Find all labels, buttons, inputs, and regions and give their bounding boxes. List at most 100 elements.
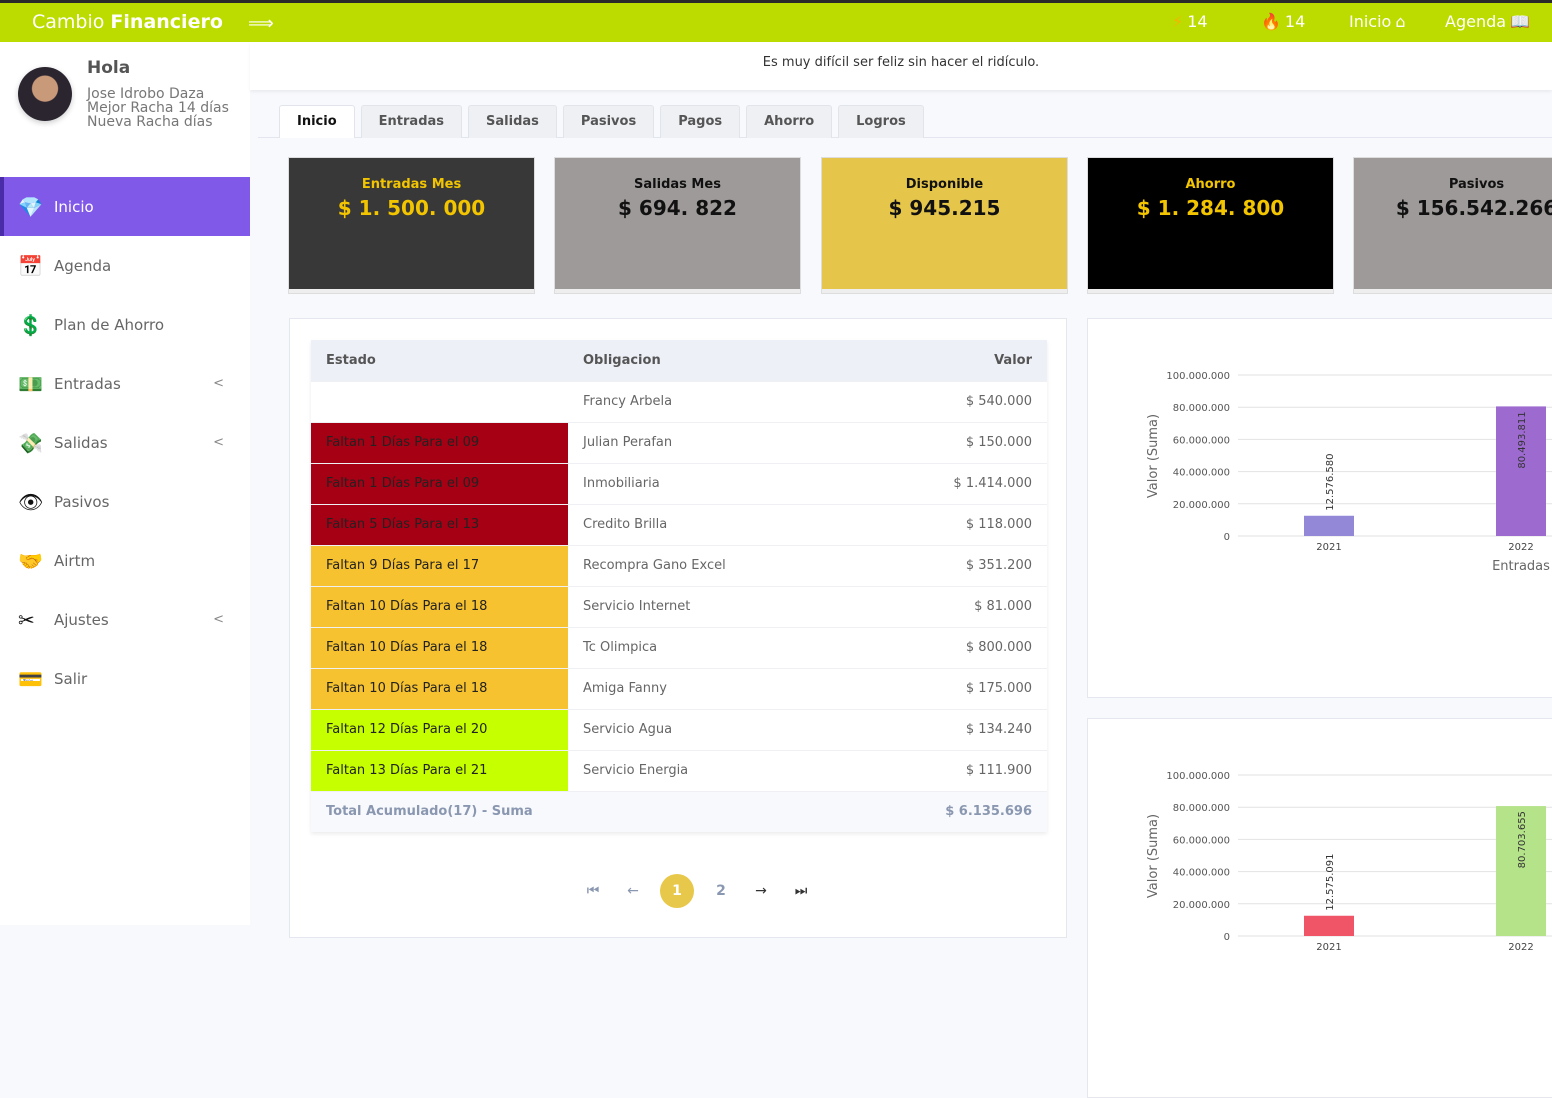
- y-tick-label: 20.000.000: [1173, 500, 1230, 511]
- y-tick-label: 60.000.000: [1173, 835, 1230, 846]
- table-row: Faltan 1 Días Para el 09 Julian Perafan $ …: [311, 421, 1047, 463]
- obligacion-cell: Servicio Agua: [568, 708, 844, 750]
- last-page-icon[interactable]: ⏭: [794, 883, 808, 899]
- lightning-icon: ⚡: [1172, 12, 1184, 31]
- x-tick-label: 2022: [1508, 942, 1533, 953]
- top-navbar: Cambio Financiero ⟹ ⚡ 14 🔥 14 Inicio ⌂ Agen…: [0, 0, 1552, 42]
- summary-card-salidas-mes: Salidas Mes $ 694. 822: [555, 158, 800, 293]
- sidebar-item-plan-de-ahorro[interactable]: 💲 Plan de Ahorro: [0, 295, 250, 354]
- tab-pagos[interactable]: Pagos: [660, 105, 741, 138]
- sidebar-item-salir[interactable]: 💳 Salir: [0, 649, 250, 708]
- greeting: Hola: [87, 58, 131, 78]
- brand-bold: Financiero: [110, 11, 223, 33]
- data-label: 12.576.580: [1325, 453, 1336, 510]
- page-2-button[interactable]: 2: [716, 883, 726, 899]
- bar-2022: [1496, 406, 1546, 536]
- estado-cell: Faltan 10 Días Para el 18: [311, 626, 568, 668]
- prev-page-icon[interactable]: ←: [627, 883, 639, 899]
- sidebar-item-pasivos[interactable]: 👁 Pasivos: [0, 472, 250, 531]
- y-tick-label: 40.000.000: [1173, 868, 1230, 879]
- sidebar-item-label: Salir: [54, 669, 88, 688]
- total-row: Total Acumulado(17) - Suma $ 6.135.696: [311, 790, 1047, 832]
- table-row: Faltan 10 Días Para el 18 Servicio Intern…: [311, 585, 1047, 627]
- y-tick-label: 0: [1224, 932, 1230, 943]
- chevron-left-icon[interactable]: <: [213, 376, 224, 391]
- nav-agenda[interactable]: Agenda 📖: [1445, 12, 1530, 31]
- tab-bar: Inicio Entradas Salidas Pasivos Pagos Ahorro L…: [258, 105, 1552, 138]
- chevron-left-icon[interactable]: <: [213, 435, 224, 450]
- estado-cell: Faltan 10 Días Para el 18: [311, 667, 568, 709]
- summary-card-pasivos: Pasivos $ 156.542.266: [1354, 158, 1552, 293]
- y-axis-label: Valor (Suma): [1146, 814, 1161, 898]
- user-info: Jose Idrobo Daza Mejor Racha 14 días Nue…: [87, 87, 229, 129]
- valor-cell: $ 1.414.000: [843, 462, 1047, 504]
- table-row: Faltan 1 Días Para el 09 Inmobiliaria $ 1.…: [311, 462, 1047, 504]
- summary-card-entradas-mes: Entradas Mes $ 1. 500. 000: [289, 158, 534, 293]
- estado-cell: Faltan 1 Días Para el 09: [311, 462, 568, 504]
- best-streak: Mejor Racha 14 días: [87, 100, 229, 116]
- sidebar-item-label: Airtm: [54, 551, 96, 570]
- header-valor[interactable]: Valor: [843, 340, 1047, 381]
- tab-inicio[interactable]: Inicio: [279, 105, 355, 138]
- estado-cell: Faltan 5 Días Para el 13: [311, 503, 568, 545]
- estado-cell: Faltan 1 Días Para el 09: [311, 421, 568, 463]
- nav-inicio[interactable]: Inicio ⌂: [1349, 12, 1406, 31]
- next-page-icon[interactable]: →: [755, 883, 767, 899]
- summary-card-disponible: Disponible $ 945.215: [822, 158, 1067, 293]
- header-estado[interactable]: Estado: [311, 340, 568, 381]
- chevron-left-icon[interactable]: <: [213, 612, 224, 627]
- y-tick-label: 40.000.000: [1173, 468, 1230, 479]
- card-title: Ahorro: [1185, 177, 1236, 192]
- estado-cell: Faltan 12 Días Para el 20: [311, 708, 568, 750]
- entradas-chart: 0 20.000.000 40.000.000 60.000.000 80.000.00…: [1108, 339, 1552, 674]
- ajustes-icon: ✂: [18, 607, 35, 632]
- table-row: Faltan 10 Días Para el 18 Tc Olimpica $ 80…: [311, 626, 1047, 668]
- obligacion-cell: Credito Brilla: [568, 503, 844, 545]
- nav-agenda-label: Agenda: [1445, 12, 1507, 31]
- brand-logo[interactable]: Cambio Financiero: [32, 11, 223, 33]
- table-row: Francy Arbela $ 540.000: [311, 380, 1047, 422]
- card-title: Salidas Mes: [634, 177, 721, 192]
- tab-ahorro[interactable]: Ahorro: [746, 105, 833, 138]
- data-label: 12.575.091: [1325, 853, 1336, 910]
- table-row: Faltan 9 Días Para el 17 Recompra Gano Ex…: [311, 544, 1047, 586]
- menu-toggle-icon[interactable]: ⟹: [248, 13, 274, 34]
- bar-2021: [1304, 915, 1354, 936]
- streak-fire: 🔥 14: [1261, 12, 1305, 31]
- card-title: Entradas Mes: [361, 177, 462, 192]
- sidebar-item-label: Agenda: [54, 256, 112, 275]
- summary-card-ahorro: Ahorro $ 1. 284. 800: [1088, 158, 1333, 293]
- avatar: [18, 67, 72, 121]
- sidebar-item-label: Inicio: [54, 197, 94, 216]
- pasivos-icon: 👁: [18, 489, 44, 514]
- sidebar-item-salidas[interactable]: 💸 Salidas <: [0, 413, 250, 472]
- total-value: $ 6.135.696: [843, 790, 1047, 832]
- estado-cell: Faltan 13 Días Para el 21: [311, 749, 568, 791]
- streak-lightning: ⚡ 14: [1172, 12, 1208, 31]
- sidebar-item-entradas[interactable]: 💵 Entradas <: [0, 354, 250, 413]
- page-1-button[interactable]: 1: [660, 874, 694, 908]
- header-obligacion[interactable]: Obligacion: [568, 340, 844, 381]
- sidebar-item-ajustes[interactable]: ✂ Ajustes <: [0, 590, 250, 649]
- salir-icon: 💳: [18, 666, 43, 691]
- y-tick-label: 0: [1224, 532, 1230, 543]
- agenda-icon: 📅: [18, 253, 43, 278]
- first-page-icon[interactable]: ⏮: [586, 883, 600, 899]
- table-row: Faltan 13 Días Para el 21 Servicio Energi…: [311, 749, 1047, 791]
- sidebar-item-agenda[interactable]: 📅 Agenda: [0, 236, 250, 295]
- sidebar: Hola Jose Idrobo Daza Mejor Racha 14 día…: [0, 42, 250, 925]
- home-icon: ⌂: [1395, 12, 1406, 31]
- sidebar-item-airtm[interactable]: 🤝 Airtm: [0, 531, 250, 590]
- tab-salidas[interactable]: Salidas: [468, 105, 557, 138]
- bar-2021: [1304, 515, 1354, 536]
- fire-icon: 🔥: [1261, 12, 1281, 31]
- sidebar-item-inicio[interactable]: 💎 Inicio: [0, 177, 250, 236]
- card-title: Disponible: [905, 177, 984, 192]
- tab-pasivos[interactable]: Pasivos: [562, 105, 655, 138]
- quote-banner: Es muy difícil ser feliz sin hacer el ri…: [250, 42, 1552, 90]
- tab-entradas[interactable]: Entradas: [360, 105, 463, 138]
- sidebar-item-label: Ajustes: [54, 610, 109, 629]
- obligations-table: Estado Obligacion Valor Francy Arbela $ 5…: [311, 340, 1047, 832]
- book-icon: 📖: [1510, 12, 1530, 31]
- tab-logros[interactable]: Logros: [838, 105, 924, 138]
